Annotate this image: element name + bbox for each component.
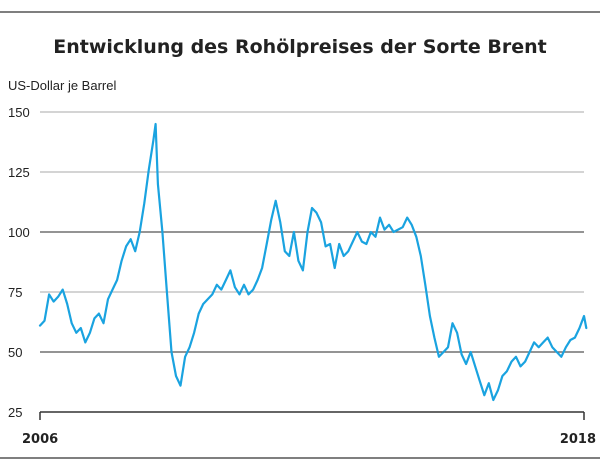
gridlines [40, 111, 584, 413]
y-tick-labels: 25 50 75 100 125 150 [8, 105, 30, 420]
y-tick-label-125: 125 [8, 165, 30, 180]
x-tick-labels: 2006 2018 [22, 412, 596, 447]
chart-title: Entwicklung des Rohölpreises der Sorte B… [53, 36, 547, 58]
series-line-0 [38, 122, 588, 402]
y-tick-label-50: 50 [8, 345, 22, 360]
x-tick-label-2006: 2006 [22, 432, 58, 447]
y-tick-label-25: 25 [8, 405, 22, 420]
y-axis-label: US-Dollar je Barrel [8, 78, 116, 93]
y-tick-label-100: 100 [8, 225, 30, 240]
x-tick-label-2018: 2018 [560, 432, 596, 447]
y-tick-label-75: 75 [8, 285, 22, 300]
y-tick-label-150: 150 [8, 105, 30, 120]
series-layer [38, 122, 588, 402]
